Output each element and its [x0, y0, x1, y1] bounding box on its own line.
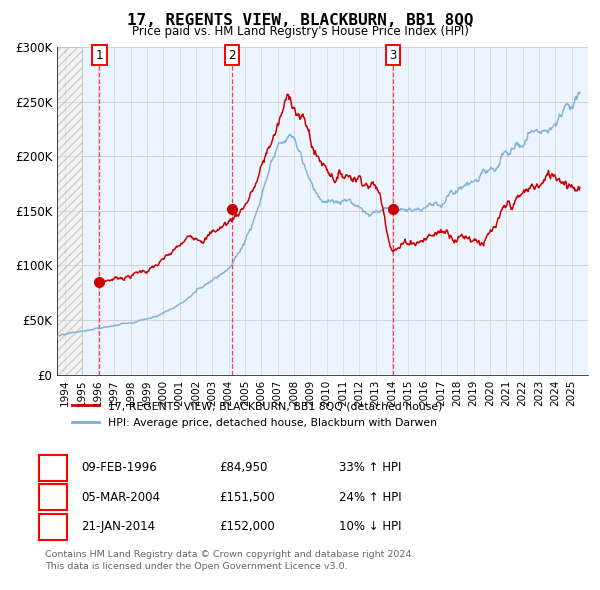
Text: Price paid vs. HM Land Registry's House Price Index (HPI): Price paid vs. HM Land Registry's House …: [131, 25, 469, 38]
Text: 17, REGENTS VIEW, BLACKBURN, BB1 8QQ: 17, REGENTS VIEW, BLACKBURN, BB1 8QQ: [127, 13, 473, 28]
Text: 21-JAN-2014: 21-JAN-2014: [81, 520, 155, 533]
Text: 1: 1: [49, 461, 56, 474]
Text: Contains HM Land Registry data © Crown copyright and database right 2024.: Contains HM Land Registry data © Crown c…: [45, 550, 415, 559]
Text: £84,950: £84,950: [219, 461, 268, 474]
Text: 05-MAR-2004: 05-MAR-2004: [81, 491, 160, 504]
Text: 3: 3: [49, 520, 56, 533]
Text: 10% ↓ HPI: 10% ↓ HPI: [339, 520, 401, 533]
Text: £152,000: £152,000: [219, 520, 275, 533]
Text: 09-FEB-1996: 09-FEB-1996: [81, 461, 157, 474]
Text: This data is licensed under the Open Government Licence v3.0.: This data is licensed under the Open Gov…: [45, 562, 347, 571]
Text: £151,500: £151,500: [219, 491, 275, 504]
Text: 2: 2: [49, 491, 56, 504]
Text: 3: 3: [389, 49, 397, 62]
Text: 1: 1: [96, 49, 103, 62]
Text: 24% ↑ HPI: 24% ↑ HPI: [339, 491, 401, 504]
Text: 2: 2: [228, 49, 236, 62]
Legend: 17, REGENTS VIEW, BLACKBURN, BB1 8QQ (detached house), HPI: Average price, detac: 17, REGENTS VIEW, BLACKBURN, BB1 8QQ (de…: [67, 396, 448, 433]
Text: 33% ↑ HPI: 33% ↑ HPI: [339, 461, 401, 474]
